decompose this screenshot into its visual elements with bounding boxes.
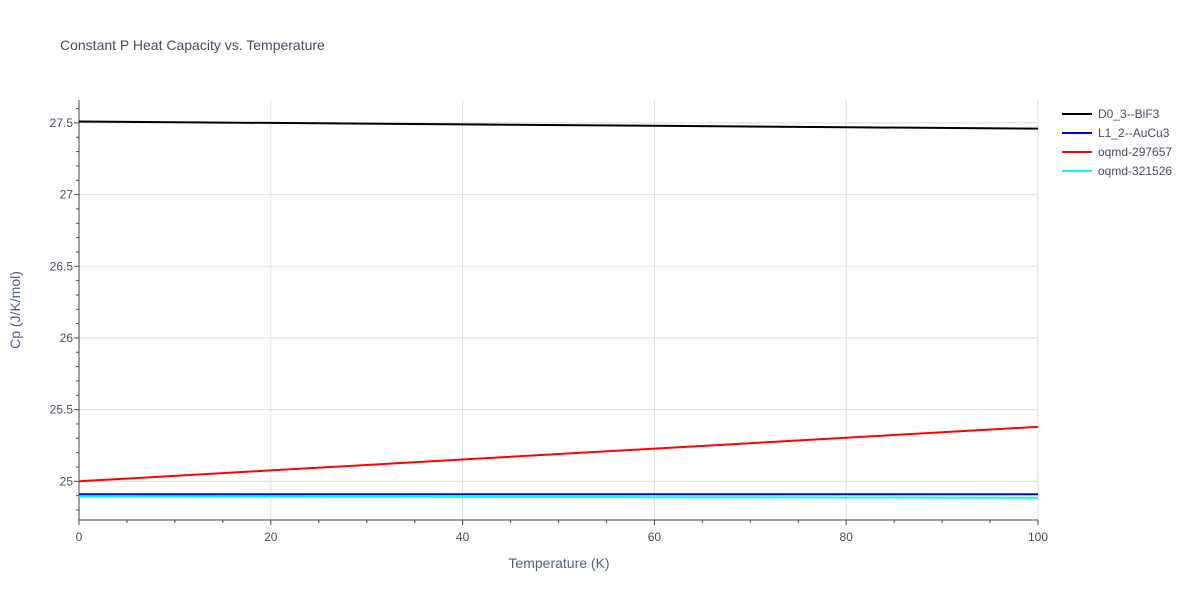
legend-item[interactable]: oqmd-321526 (1062, 164, 1172, 178)
y-tick-label: 25.5 (50, 403, 74, 417)
series-line-oqmd-297657[interactable] (78, 425, 1039, 483)
x-axis-title: Temperature (K) (508, 555, 609, 571)
x-tick-label: 100 (1028, 530, 1048, 544)
legend-item[interactable]: D0_3--BiF3 (1062, 107, 1160, 121)
grid-lines (79, 100, 1039, 520)
legend-label: L1_2--AuCu3 (1098, 126, 1170, 140)
y-tick-label: 26.5 (50, 259, 74, 273)
y-tick-label: 26 (60, 331, 74, 345)
legend-label: oqmd-321526 (1098, 164, 1172, 178)
legend-item[interactable]: oqmd-297657 (1062, 145, 1172, 159)
y-axis-title: Cp (J/K/mol) (7, 271, 23, 349)
legend-label: D0_3--BiF3 (1098, 107, 1160, 121)
y-tick-label: 27.5 (50, 116, 74, 130)
plot-area (78, 120, 1039, 499)
y-tick-label: 27 (60, 188, 74, 202)
x-tick-label: 40 (456, 530, 470, 544)
series-line-D0_3--BiF3[interactable] (78, 120, 1039, 130)
chart-title: Constant P Heat Capacity vs. Temperature (60, 37, 325, 53)
series-line-oqmd-321526[interactable] (78, 495, 1039, 499)
x-tick-label: 20 (264, 530, 278, 544)
x-tick-label: 80 (840, 530, 854, 544)
x-tick-label: 0 (76, 530, 83, 544)
legend[interactable]: D0_3--BiF3 L1_2--AuCu3 oqmd-297657 oqmd-321… (1062, 107, 1172, 178)
y-tick-label: 25 (60, 474, 74, 488)
legend-item[interactable]: L1_2--AuCu3 (1062, 126, 1170, 140)
axes: 0 20 40 60 80 100 25 25.5 26 26.5 27 27.5 (50, 100, 1048, 544)
legend-label: oqmd-297657 (1098, 145, 1172, 159)
x-tick-label: 60 (648, 530, 662, 544)
